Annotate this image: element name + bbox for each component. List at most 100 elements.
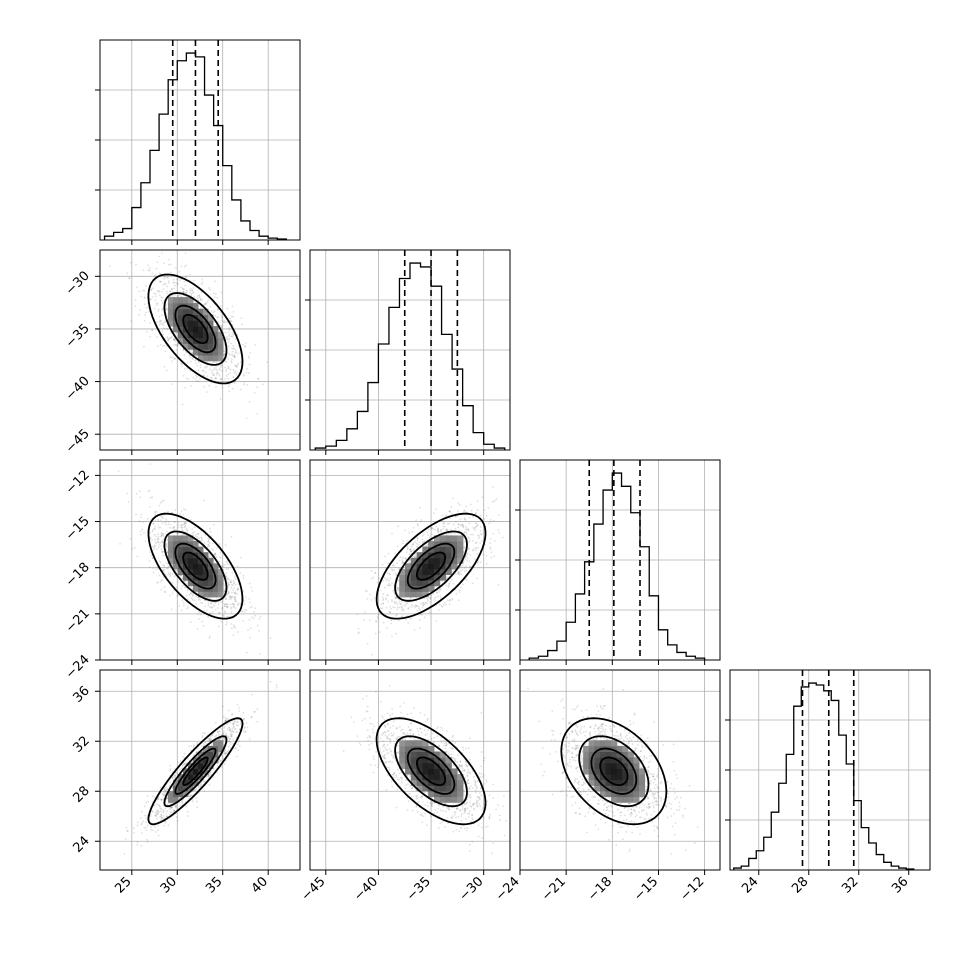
scatter-point xyxy=(201,369,204,372)
scatter-point xyxy=(155,304,158,307)
density-cell xyxy=(428,557,435,564)
density-cell xyxy=(207,320,214,327)
scatter-point xyxy=(227,345,230,348)
scatter-point xyxy=(234,626,236,629)
scatter-point xyxy=(199,298,202,300)
scatter-point xyxy=(415,519,418,522)
scatter-point xyxy=(389,611,392,614)
scatter-point xyxy=(232,369,235,371)
scatter-point xyxy=(199,599,201,601)
scatter-point xyxy=(230,596,233,599)
scatter-point xyxy=(395,586,398,588)
scatter-point xyxy=(148,267,151,269)
scatter-point xyxy=(492,486,494,488)
scatter-point xyxy=(199,298,202,301)
scatter-point xyxy=(211,547,214,550)
density-cell xyxy=(172,302,179,310)
density-cell xyxy=(428,568,435,576)
density-cell xyxy=(439,568,447,576)
scatter-point xyxy=(229,729,231,731)
scatter-point xyxy=(228,353,231,356)
scatter-point xyxy=(461,564,464,567)
scatter-point xyxy=(490,551,493,554)
scatter-point xyxy=(402,609,405,612)
scatter-point xyxy=(247,372,250,374)
scatter-point xyxy=(483,518,486,520)
scatter-point xyxy=(455,573,457,575)
scatter-point xyxy=(198,361,200,364)
scatter-point xyxy=(185,289,188,292)
scatter-point xyxy=(406,548,409,551)
scatter-point xyxy=(189,350,192,352)
density-cell xyxy=(428,563,435,570)
scatter-point xyxy=(176,283,179,286)
scatter-point xyxy=(209,635,211,638)
scatter-point xyxy=(234,370,237,372)
scatter-point xyxy=(199,783,202,786)
scatter-point xyxy=(493,500,496,502)
scatter-point xyxy=(243,600,245,602)
density-cell xyxy=(167,320,174,327)
scatter-point xyxy=(233,576,236,579)
scatter-point xyxy=(157,824,160,827)
scatter-point xyxy=(483,509,486,511)
scatter-point xyxy=(169,271,172,274)
scatter-point xyxy=(214,552,216,555)
scatter-point xyxy=(151,296,154,299)
scatter-point xyxy=(176,532,179,535)
scatter-point xyxy=(446,529,448,532)
scatter-point xyxy=(457,523,460,526)
density-cell xyxy=(207,568,214,576)
scatter-point xyxy=(166,292,168,295)
scatter-point xyxy=(436,591,439,594)
scatter-point xyxy=(234,349,237,351)
scatter-point xyxy=(206,740,209,742)
density-cell xyxy=(192,568,199,576)
scatter-point xyxy=(185,264,188,267)
scatter-point xyxy=(213,367,216,369)
scatter-point xyxy=(370,577,373,580)
scatter-point xyxy=(161,296,164,299)
scatter-point xyxy=(413,628,416,631)
scatter-point xyxy=(228,390,231,393)
scatter-point xyxy=(181,523,184,526)
scatter-point xyxy=(231,571,234,574)
scatter-point xyxy=(161,579,163,581)
scatter-point xyxy=(202,374,205,377)
scatter-point xyxy=(172,281,175,284)
scatter-point xyxy=(475,546,478,549)
scatter-point xyxy=(158,280,161,283)
scatter-point xyxy=(393,569,395,572)
density-cell xyxy=(399,580,406,587)
density-cell xyxy=(187,320,194,327)
scatter-point xyxy=(485,555,488,557)
scatter-point xyxy=(183,521,186,524)
scatter-point xyxy=(191,800,194,803)
density-cell xyxy=(207,557,214,564)
density-cell xyxy=(172,535,179,542)
density-cell xyxy=(187,552,194,559)
scatter-point xyxy=(495,498,498,501)
scatter-point xyxy=(180,286,183,289)
scatter-point xyxy=(200,540,203,542)
scatter-point xyxy=(441,580,444,583)
scatter-point xyxy=(433,597,436,600)
scatter-point xyxy=(169,356,172,359)
scatter-point xyxy=(160,533,163,536)
y-tick-label: −18 xyxy=(63,560,93,590)
scatter-point xyxy=(389,611,392,614)
scatter-point xyxy=(163,282,166,285)
scatter-point xyxy=(476,500,479,503)
scatter-point xyxy=(176,278,178,281)
scatter-point xyxy=(151,556,154,559)
scatter-point xyxy=(474,512,477,515)
scatter-point xyxy=(216,369,219,372)
scatter-point xyxy=(224,720,227,722)
scatter-point xyxy=(185,275,188,278)
density-cell xyxy=(192,302,199,310)
scatter-point xyxy=(216,316,219,319)
density-cell xyxy=(405,585,412,592)
scatter-point xyxy=(223,730,225,733)
scatter-point xyxy=(233,587,236,589)
scatter-point xyxy=(379,607,382,610)
